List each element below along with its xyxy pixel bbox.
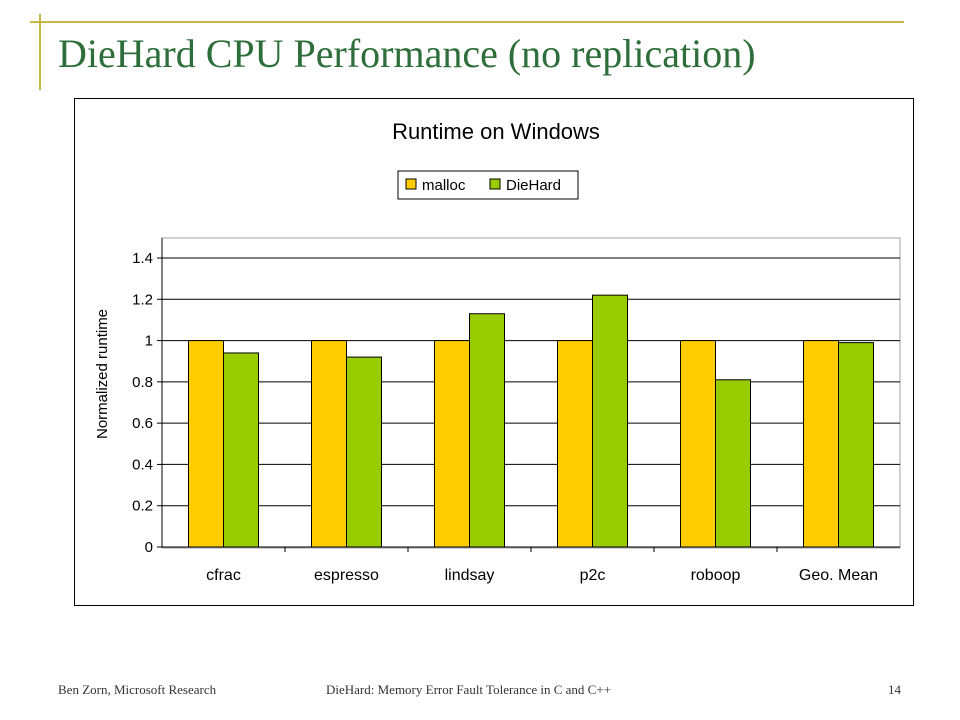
footer-page-number: 14 — [888, 682, 901, 697]
x-tick-label: Geo. Mean — [799, 567, 878, 584]
bar-diehard — [223, 352, 259, 548]
plot-area: 0 0.2 0.4 0.6 0.8 1 1.2 1.4 cfrac espresso lindsay… — [132, 237, 901, 584]
bar-diehard — [469, 313, 505, 548]
bar-diehard — [346, 356, 382, 548]
x-tick-label: roboop — [691, 567, 741, 584]
bar-malloc — [680, 340, 716, 548]
y-tick-label: 0.4 — [132, 456, 153, 473]
title-accent-rule-left — [39, 14, 41, 90]
bar-diehard — [592, 294, 628, 548]
title-accent-rule-top — [30, 21, 904, 23]
legend-box — [397, 170, 579, 200]
chart-legend: malloc DieHard — [397, 170, 579, 200]
y-tick-label: 0.2 — [132, 498, 153, 515]
legend-swatch-malloc — [405, 178, 417, 190]
x-tick-label: lindsay — [445, 567, 495, 584]
x-tick-label: p2c — [580, 567, 606, 584]
bar-chart: Runtime on Windows malloc DieHard 0 0.2 0.4… — [74, 98, 914, 606]
x-tick-label: cfrac — [206, 567, 241, 584]
legend-swatch-diehard — [489, 178, 501, 190]
y-tick-label: 1.4 — [132, 250, 153, 267]
y-tick-label: 0.8 — [132, 374, 153, 391]
footer-author: Ben Zorn, Microsoft Research — [58, 682, 217, 697]
bar-malloc — [557, 340, 593, 548]
x-tick-label: espresso — [314, 567, 379, 584]
y-axis-label: Normalized runtime — [94, 309, 111, 439]
footer-presentation-title: DieHard: Memory Error Fault Tolerance in… — [326, 682, 611, 697]
slide-title: DieHard CPU Performance (no replication) — [58, 31, 756, 76]
bar-malloc — [311, 340, 347, 548]
y-tick-label: 0.6 — [132, 415, 153, 432]
legend-label-malloc: malloc — [422, 177, 466, 194]
bar-diehard — [715, 379, 751, 548]
legend-label-diehard: DieHard — [506, 177, 561, 194]
chart-frame: Runtime on Windows malloc DieHard 0 0.2 0.4… — [74, 98, 914, 606]
plot-area-border — [161, 237, 901, 549]
bar-malloc — [188, 340, 224, 548]
bar-diehard — [838, 342, 874, 548]
chart-title: Runtime on Windows — [392, 119, 600, 144]
y-tick-label: 1 — [145, 333, 153, 350]
bar-malloc — [803, 340, 839, 548]
bar-malloc — [434, 340, 470, 548]
y-tick-label: 1.2 — [132, 291, 153, 308]
y-tick-label: 0 — [145, 539, 153, 556]
